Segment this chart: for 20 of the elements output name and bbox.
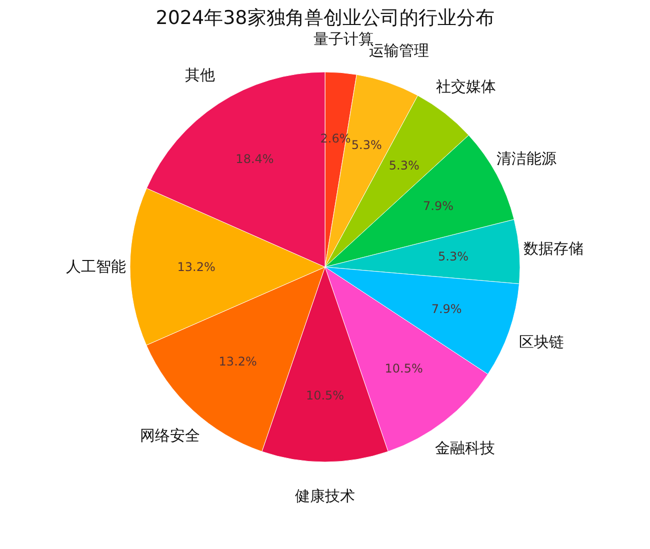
- data-label: 10.5%: [306, 388, 344, 403]
- slice-label: 健康技术: [295, 487, 355, 505]
- data-label: 7.9%: [423, 198, 454, 213]
- slice-label: 区块链: [518, 333, 564, 352]
- data-label: 5.3%: [388, 158, 420, 173]
- data-label: 13.2%: [177, 260, 216, 274]
- slice-label: 数据存储: [523, 240, 584, 258]
- data-label: 13.2%: [218, 354, 257, 369]
- data-label: 18.4%: [236, 152, 274, 166]
- slice-label: 金融科技: [435, 439, 496, 458]
- data-label: 5.3%: [351, 138, 382, 152]
- data-label: 5.3%: [438, 250, 469, 264]
- slice-label: 人工智能: [66, 258, 126, 276]
- chart-title: 2024年38家独角兽创业公司的行业分布: [156, 6, 494, 29]
- slice-label: 社交媒体: [436, 77, 496, 96]
- slice-label: 其他: [184, 66, 215, 84]
- slice-label: 清洁能源: [496, 149, 557, 168]
- data-label: 7.9%: [431, 302, 462, 316]
- slice-label: 网络安全: [140, 426, 200, 445]
- data-label: 10.5%: [384, 362, 423, 376]
